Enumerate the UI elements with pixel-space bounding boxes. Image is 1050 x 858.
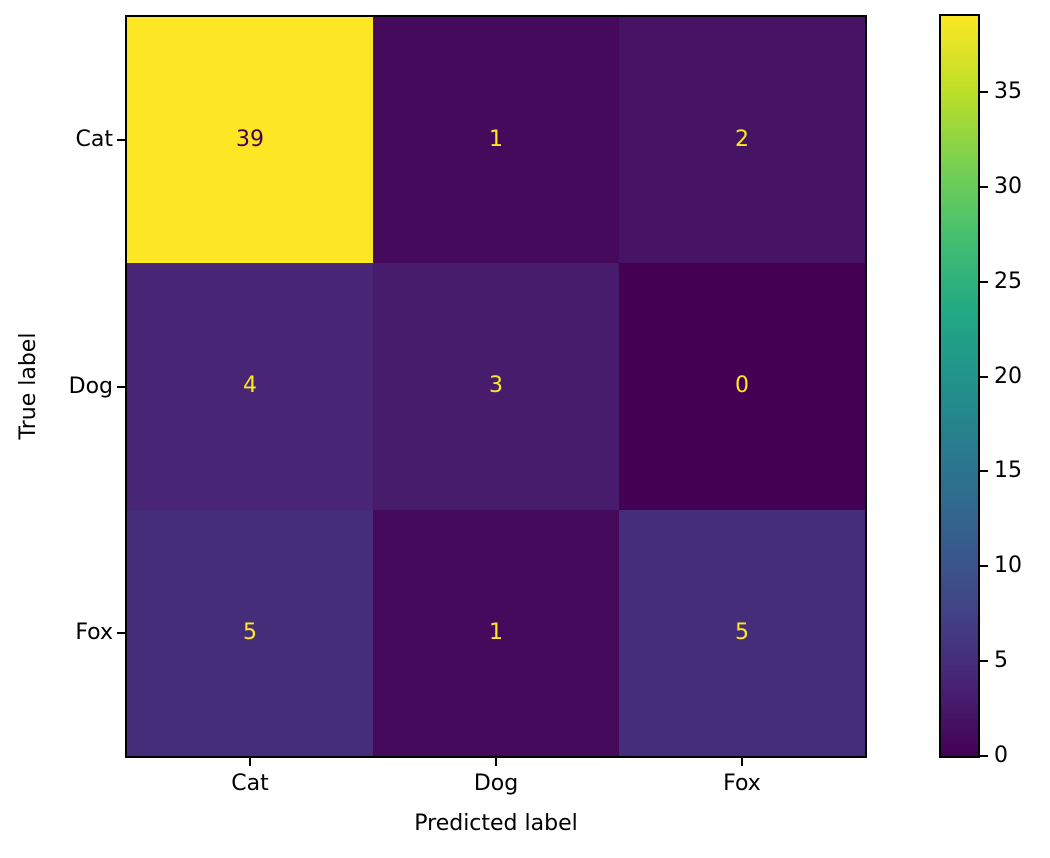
cell-value-label: 5 xyxy=(243,619,257,645)
x-tick-mark xyxy=(741,758,743,766)
cell-value-label: 0 xyxy=(735,373,749,399)
heatmap-cell-cat-cat: 39 xyxy=(127,17,373,264)
heatmap-plot-area: 39 1 2 4 3 0 5 1 5 xyxy=(125,15,867,758)
y-tick-label-dog: Dog xyxy=(68,373,113,399)
cell-value-label: 2 xyxy=(735,127,749,153)
colorbar-tick-mark xyxy=(980,375,988,378)
colorbar-tick-mark xyxy=(980,185,988,188)
x-axis-label: Predicted label xyxy=(414,811,578,836)
y-tick-mark xyxy=(117,139,125,142)
heatmap-cell-cat-dog: 1 xyxy=(373,17,619,264)
colorbar-tick-label-20: 20 xyxy=(994,363,1022,389)
colorbar-tick-mark xyxy=(980,470,988,473)
cell-value-label: 4 xyxy=(243,373,257,399)
cell-value-label: 3 xyxy=(489,373,503,399)
colorbar-tick-label-30: 30 xyxy=(994,173,1022,199)
colorbar-tick-mark xyxy=(980,755,988,757)
colorbar-tick-mark xyxy=(980,660,988,663)
colorbar xyxy=(939,14,980,758)
heatmap-grid: 39 1 2 4 3 0 5 1 5 xyxy=(127,17,865,756)
y-tick-mark xyxy=(117,385,125,388)
colorbar-tick-label-25: 25 xyxy=(994,268,1022,294)
heatmap-cell-fox-cat: 5 xyxy=(127,509,373,756)
colorbar-tick-mark xyxy=(980,90,988,93)
cell-value-label: 1 xyxy=(489,619,503,645)
colorbar-tick-label-0: 0 xyxy=(994,743,1008,768)
colorbar-tick-label-5: 5 xyxy=(994,648,1008,674)
heatmap-cell-fox-dog: 1 xyxy=(373,509,619,756)
heatmap-cell-fox-fox: 5 xyxy=(619,509,865,756)
y-tick-mark xyxy=(117,631,125,634)
x-tick-mark xyxy=(495,758,497,766)
x-tick-label-cat: Cat xyxy=(231,771,269,796)
y-tick-label-fox: Fox xyxy=(75,619,113,645)
x-tick-label-dog: Dog xyxy=(473,771,519,796)
heatmap-cell-cat-fox: 2 xyxy=(619,17,865,264)
heatmap-cell-dog-cat: 4 xyxy=(127,263,373,510)
colorbar-tick-mark xyxy=(980,565,988,568)
cell-value-label: 5 xyxy=(735,619,749,645)
x-tick-mark xyxy=(249,758,251,766)
colorbar-tick-label-35: 35 xyxy=(994,78,1022,104)
colorbar-tick-mark xyxy=(980,280,988,283)
cell-value-label: 1 xyxy=(489,127,503,153)
colorbar-tick-label-15: 15 xyxy=(994,458,1022,484)
colorbar-tick-label-10: 10 xyxy=(994,553,1022,579)
heatmap-cell-dog-dog: 3 xyxy=(373,263,619,510)
heatmap-cell-dog-fox: 0 xyxy=(619,263,865,510)
y-tick-label-cat: Cat xyxy=(75,127,113,153)
cell-value-label: 39 xyxy=(236,127,264,153)
x-tick-label-fox: Fox xyxy=(723,771,761,796)
